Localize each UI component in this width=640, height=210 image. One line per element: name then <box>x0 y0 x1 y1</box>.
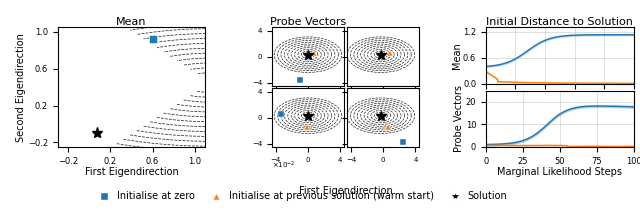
Y-axis label: Mean: Mean <box>452 42 461 69</box>
X-axis label: Marginal Likelihood Steps: Marginal Likelihood Steps <box>497 167 622 177</box>
Legend: Initialise at zero, Initialise at previous solution (warm start), Solution: Initialise at zero, Initialise at previo… <box>90 187 511 205</box>
Title: Probe Vectors: Probe Vectors <box>270 17 346 26</box>
Title: Initial Distance to Solution: Initial Distance to Solution <box>486 17 633 26</box>
Text: First Eigendirection: First Eigendirection <box>299 186 392 196</box>
X-axis label: First Eigendirection: First Eigendirection <box>84 167 179 177</box>
Y-axis label: Second Eigendirection: Second Eigendirection <box>17 33 26 142</box>
Title: Mean: Mean <box>116 17 147 26</box>
Y-axis label: Probe Vectors: Probe Vectors <box>454 85 464 152</box>
Text: $\times10^{-2}$: $\times10^{-2}$ <box>272 160 295 171</box>
